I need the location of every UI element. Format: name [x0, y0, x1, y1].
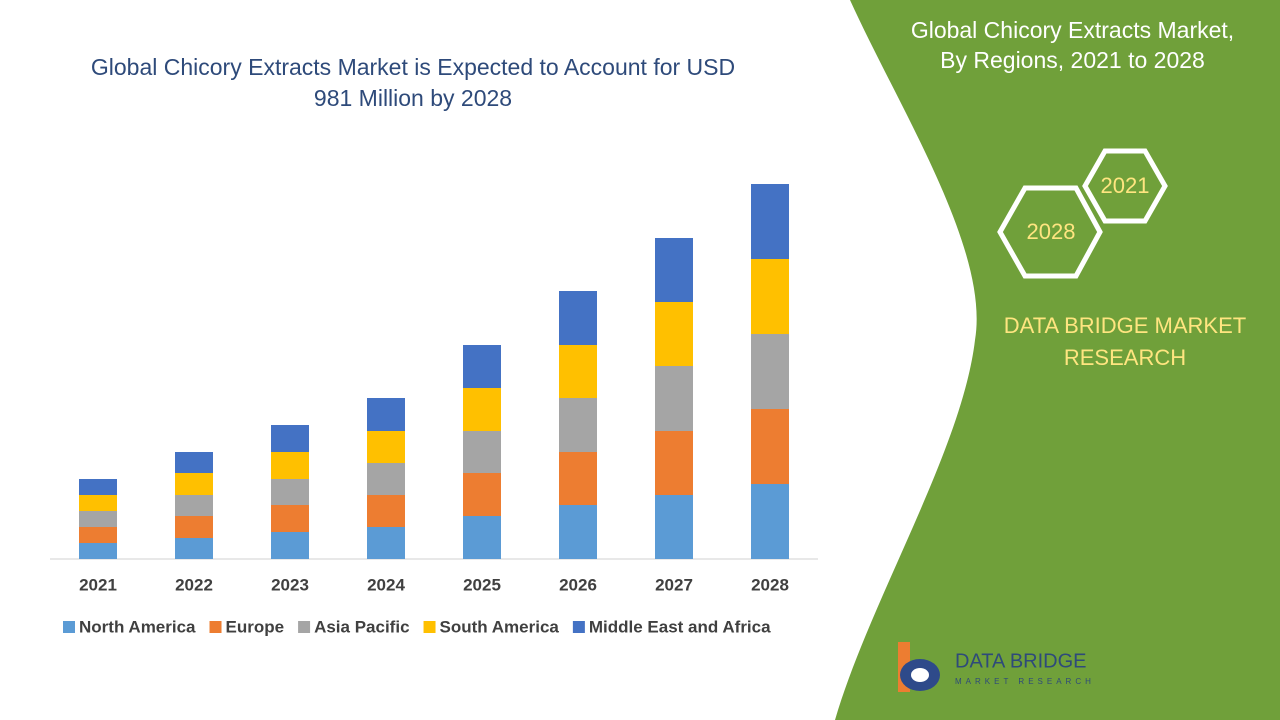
logo-tagline: MARKET RESEARCH: [955, 677, 1095, 686]
bar-segment: [367, 431, 405, 463]
legend-label: Europe: [226, 617, 285, 636]
bar-segment: [367, 495, 405, 527]
hexagon-label: 2021: [1101, 173, 1150, 198]
logo-mark: [898, 642, 940, 692]
bar-segment: [655, 366, 693, 431]
bar-segment: [751, 334, 789, 409]
bar-segment: [751, 409, 789, 484]
legend-label: North America: [79, 617, 196, 636]
bar-segment: [463, 431, 501, 473]
legend-label: Asia Pacific: [314, 617, 409, 636]
x-tick-label: 2021: [79, 575, 117, 594]
bar-segment: [463, 516, 501, 559]
bar-segment: [559, 452, 597, 505]
legend-label: Middle East and Africa: [589, 617, 771, 636]
bar-segment: [367, 527, 405, 559]
logo-name: DATA BRIDGE: [955, 650, 1087, 672]
bar-segment: [271, 425, 309, 452]
bar-segment: [751, 484, 789, 559]
legend-swatch: [423, 621, 436, 633]
bar-segment: [463, 388, 501, 431]
x-tick-label: 2025: [463, 575, 501, 594]
bar-segment: [559, 291, 597, 345]
bar-segment: [175, 452, 213, 473]
bar-segment: [367, 398, 405, 431]
bar-segment: [271, 452, 309, 479]
bar-segment: [175, 473, 213, 495]
bar-segment: [175, 516, 213, 538]
bar-segment: [79, 543, 117, 559]
bar-segment: [79, 527, 117, 543]
bar-segment: [655, 302, 693, 366]
legend-swatch: [63, 621, 75, 633]
bar-segment: [655, 238, 693, 302]
x-tick-label: 2027: [655, 575, 693, 594]
bar-segment: [79, 479, 117, 495]
bar-segment: [463, 345, 501, 388]
bar-segment: [79, 511, 117, 527]
bar-segment: [367, 463, 405, 495]
legend-swatch: [572, 621, 585, 633]
bar-segment: [79, 495, 117, 511]
x-tick-label: 2028: [751, 575, 789, 594]
green-panel: [835, 0, 1280, 720]
bar-segment: [655, 431, 693, 495]
x-tick-label: 2022: [175, 575, 213, 594]
bar-segment: [751, 259, 789, 334]
x-tick-label: 2023: [271, 575, 309, 594]
bar-segment: [175, 495, 213, 516]
legend-swatch: [298, 621, 311, 633]
hexagon: [1082, 148, 1168, 224]
bar-segment: [271, 505, 309, 532]
bar-segment: [655, 495, 693, 559]
panel-title: Global Chicory Extracts Market, By Regio…: [910, 17, 1235, 73]
legend-label: South America: [440, 617, 560, 636]
bar-segment: [559, 398, 597, 452]
hexagon-label: 2028: [1027, 219, 1076, 244]
panel-brand: DATA BRIDGE MARKET RESEARCH: [1003, 313, 1247, 370]
legend-swatch: [209, 621, 222, 633]
x-tick-label: 2024: [367, 575, 405, 594]
bar-segment: [175, 538, 213, 559]
bar-segment: [751, 184, 789, 259]
bar-segment: [559, 505, 597, 559]
bar-segment: [271, 479, 309, 505]
bar-segment: [559, 345, 597, 398]
hexagon: [997, 185, 1103, 279]
bar-segment: [271, 532, 309, 559]
bar-segment: [463, 473, 501, 516]
chart-title: Global Chicory Extracts Market is Expect…: [90, 54, 736, 111]
x-tick-label: 2026: [559, 575, 597, 594]
